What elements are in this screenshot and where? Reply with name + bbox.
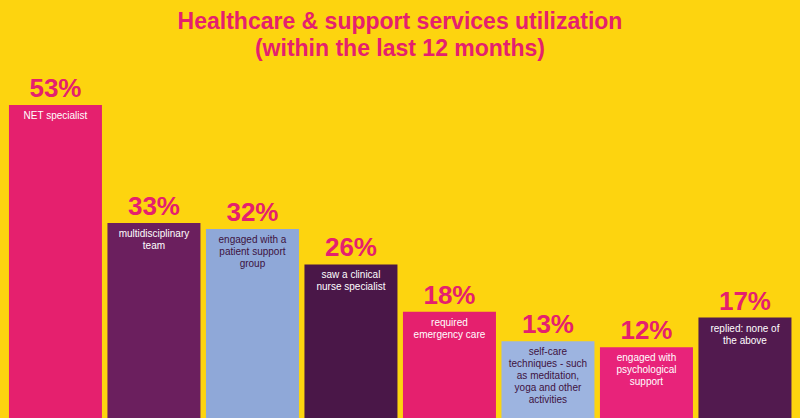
- svg-text:engaged with apatient supportg: engaged with apatient supportgroup: [219, 234, 287, 269]
- svg-text:32%: 32%: [226, 197, 278, 227]
- svg-text:requiredemergency care: requiredemergency care: [414, 317, 486, 340]
- svg-text:engaged withpsychologicalsuppo: engaged withpsychologicalsupport: [616, 352, 676, 387]
- svg-text:multidisciplinaryteam: multidisciplinaryteam: [119, 228, 190, 251]
- svg-text:self-caretechniques - suchas m: self-caretechniques - suchas meditation,…: [509, 346, 587, 405]
- svg-text:13%: 13%: [522, 309, 574, 339]
- svg-text:18%: 18%: [423, 280, 475, 310]
- html-text:(within the last 12 months): (within the last 12 months): [255, 35, 545, 61]
- svg-text:NET specialist: NET specialist: [24, 110, 88, 121]
- svg-text:replied: none ofthe above: replied: none ofthe above: [710, 323, 779, 346]
- svg-text:26%: 26%: [325, 232, 377, 262]
- html-text:Healthcare & support services: Healthcare & support services utilizatio…: [177, 8, 623, 34]
- svg-text:12%: 12%: [620, 315, 672, 345]
- svg-text:saw a clinicalnurse specialist: saw a clinicalnurse specialist: [316, 269, 385, 292]
- svg-text:17%: 17%: [719, 286, 771, 316]
- svg-text:53%: 53%: [29, 73, 81, 103]
- svg-text:33%: 33%: [128, 191, 180, 221]
